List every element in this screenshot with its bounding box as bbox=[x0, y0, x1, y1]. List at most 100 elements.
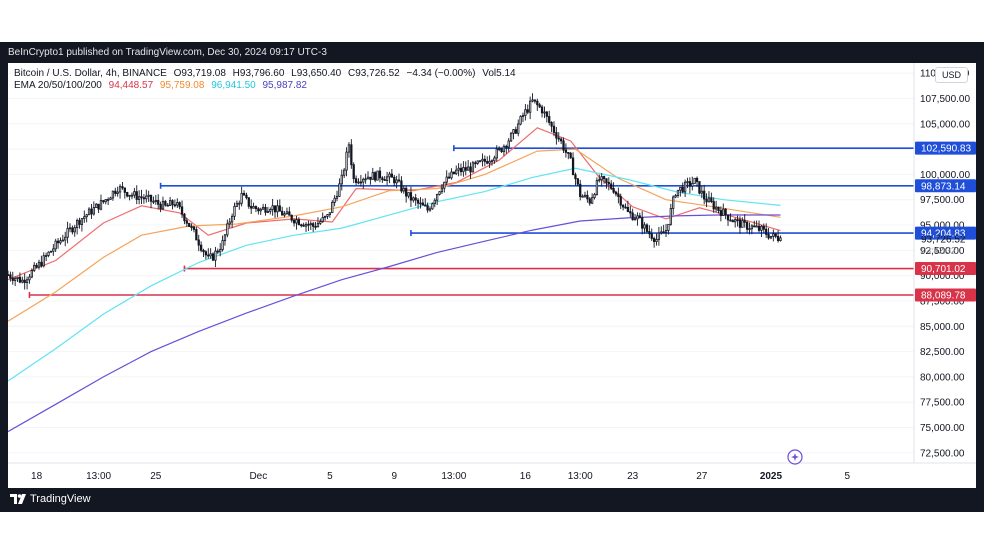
candle-body bbox=[33, 264, 36, 271]
candle-body bbox=[161, 200, 165, 210]
candle-body bbox=[741, 220, 744, 228]
candle-body bbox=[145, 195, 148, 200]
candle-body bbox=[216, 250, 219, 253]
published-header: BeInCrypto1 published on TradingView.com… bbox=[8, 47, 327, 58]
candle-body bbox=[402, 187, 405, 192]
candle-body bbox=[68, 227, 72, 230]
candle-body bbox=[49, 250, 53, 253]
resistance-level-badge bbox=[915, 226, 976, 240]
candle-body bbox=[312, 223, 315, 227]
candle-body bbox=[455, 169, 458, 175]
candle-body bbox=[307, 223, 310, 226]
candle-body bbox=[664, 230, 668, 233]
x-tick-label: 13:00 bbox=[568, 471, 593, 482]
candle-body bbox=[116, 191, 119, 194]
candle-body bbox=[633, 218, 637, 221]
resistance-level-badge bbox=[915, 179, 976, 193]
ema20-line[interactable] bbox=[8, 127, 781, 281]
candle-body bbox=[30, 269, 33, 278]
candle-body bbox=[333, 197, 336, 203]
candle-body bbox=[171, 200, 174, 206]
candle-body bbox=[743, 220, 746, 223]
candle-body bbox=[304, 223, 308, 227]
candle-body bbox=[106, 199, 110, 201]
support-level-badge bbox=[915, 262, 976, 276]
candle-body bbox=[607, 182, 610, 185]
currency-selector[interactable]: USD bbox=[934, 67, 968, 83]
candle-body bbox=[774, 233, 777, 237]
candle-body bbox=[536, 100, 539, 106]
candle-body bbox=[583, 194, 587, 197]
candle-body bbox=[574, 174, 577, 180]
sparkle-icon[interactable] bbox=[787, 449, 803, 465]
y-tick-label: 87,500.00 bbox=[920, 296, 965, 307]
x-tick-label: 16 bbox=[520, 471, 532, 482]
candle-body bbox=[76, 219, 79, 229]
candle-body bbox=[705, 198, 708, 203]
x-tick-label: 23 bbox=[627, 471, 639, 482]
candle-body bbox=[269, 209, 272, 212]
x-tick-label: 13:00 bbox=[441, 471, 466, 482]
candle-body bbox=[8, 274, 10, 277]
candle-body bbox=[292, 219, 296, 224]
candle-body bbox=[750, 225, 754, 230]
footer: TradingView bbox=[0, 488, 984, 512]
candle-body bbox=[459, 167, 463, 173]
candle-body bbox=[569, 152, 572, 159]
candle-body bbox=[235, 202, 239, 207]
candle-body bbox=[421, 202, 424, 206]
ema200-line[interactable] bbox=[8, 214, 781, 433]
candle-body bbox=[412, 197, 415, 201]
candle-body bbox=[99, 200, 103, 210]
candle-body bbox=[316, 222, 320, 228]
candle-body bbox=[409, 192, 413, 201]
candle-body bbox=[245, 194, 248, 199]
candle-body bbox=[188, 222, 191, 227]
ema50-line[interactable] bbox=[8, 148, 781, 322]
candle-body bbox=[445, 176, 448, 183]
candle-body bbox=[197, 239, 200, 246]
candle-body bbox=[240, 192, 243, 204]
candle-body bbox=[517, 123, 520, 134]
candle-body bbox=[426, 205, 429, 211]
price-axis-bg[interactable] bbox=[914, 63, 976, 488]
candle-body bbox=[35, 264, 38, 268]
candle-body bbox=[383, 179, 386, 181]
ema-label: EMA 20/50/100/200 bbox=[14, 80, 102, 91]
candle-body bbox=[700, 190, 703, 194]
candle-body bbox=[769, 235, 773, 239]
candle-body bbox=[738, 219, 742, 228]
candle-body bbox=[283, 213, 286, 216]
candle-body bbox=[474, 162, 477, 165]
high-value: H93,796.60 bbox=[232, 68, 285, 79]
candle-body bbox=[326, 214, 329, 217]
candle-body bbox=[657, 232, 661, 240]
candle-body bbox=[686, 181, 689, 183]
price-chart[interactable]: 72,500.00 75,000.00 77,500.00 80,000.00 82,5… bbox=[8, 63, 976, 488]
candle-body bbox=[118, 186, 122, 193]
close-value: C93,726.52 bbox=[348, 68, 400, 79]
candle-body bbox=[114, 190, 117, 194]
candle-body bbox=[710, 197, 713, 202]
candle-body bbox=[581, 195, 584, 198]
candle-body bbox=[366, 176, 370, 180]
candle-body bbox=[102, 200, 105, 203]
candle-body bbox=[340, 174, 343, 185]
candle-body bbox=[135, 191, 138, 200]
candle-body bbox=[483, 158, 486, 162]
candle-body bbox=[168, 200, 172, 206]
candle-body bbox=[490, 160, 494, 163]
candle-body bbox=[755, 225, 758, 228]
candle-body bbox=[9, 274, 12, 279]
ema100-line[interactable] bbox=[8, 167, 781, 382]
candle-body bbox=[64, 236, 67, 241]
candle-body bbox=[652, 238, 656, 242]
candle-body bbox=[21, 279, 24, 283]
candle-body bbox=[343, 169, 346, 176]
candle-body bbox=[550, 122, 553, 127]
tradingview-logo[interactable]: TradingView bbox=[10, 493, 91, 505]
candle-body bbox=[695, 177, 699, 182]
chart-area[interactable]: 72,500.00 75,000.00 77,500.00 80,000.00 82,5… bbox=[8, 63, 976, 488]
candle-body bbox=[598, 179, 601, 182]
candle-body bbox=[722, 208, 725, 216]
